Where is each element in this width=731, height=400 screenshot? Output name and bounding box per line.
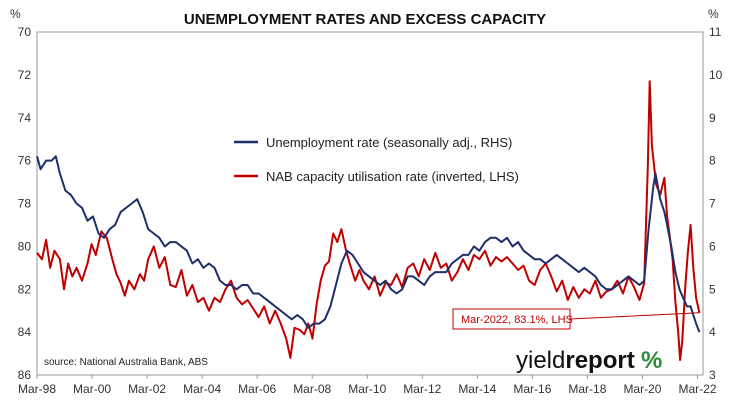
x-tick-label: Mar-20	[623, 382, 661, 396]
left-tick-label: 86	[18, 368, 32, 382]
left-tick-label: 72	[18, 68, 32, 82]
left-tick-label: 82	[18, 282, 32, 296]
right-tick-label: 5	[709, 282, 716, 296]
callout-text: Mar-2022, 83.1%, LHS	[461, 314, 573, 326]
callout-leader-line	[569, 312, 700, 320]
x-tick-label: Mar-16	[513, 382, 551, 396]
right-tick-label: 7	[709, 197, 716, 211]
legend-label-unemployment: Unemployment rate (seasonally adj., RHS)	[266, 135, 512, 150]
x-tick-label: Mar-04	[183, 382, 221, 396]
callout-box	[452, 308, 571, 330]
series-lines	[36, 80, 701, 361]
x-tick-label: Mar-06	[238, 382, 276, 396]
right-tick-label: 9	[709, 111, 716, 125]
x-tick-label: Mar-98	[18, 382, 56, 396]
right-tick-label: 4	[709, 325, 716, 339]
left-axis-ticks: 70 72 74 76 78 80 82 84 86	[18, 25, 32, 382]
x-tick-label: Mar-00	[73, 382, 111, 396]
right-tick-label: 10	[709, 68, 723, 82]
x-axis-ticks: Mar-98 Mar-00 Mar-02 Mar-04 Mar-06 Mar-08 Mar-…	[18, 375, 717, 396]
legend: Unemployment rate (seasonally adj., RHS)…	[234, 135, 519, 184]
left-tick-label: 74	[18, 111, 32, 125]
brand-wordmark: yieldreport	[516, 347, 635, 374]
series-line-unemployment	[36, 155, 701, 333]
left-tick-label: 80	[18, 239, 32, 253]
x-tick-label: Mar-18	[568, 382, 606, 396]
x-tick-label: Mar-08	[293, 382, 331, 396]
legend-label-capacity: NAB capacity utilisation rate (inverted,…	[266, 169, 519, 184]
right-tick-label: 8	[709, 154, 716, 168]
x-tick-label: Mar-02	[128, 382, 166, 396]
x-tick-label: Mar-14	[458, 382, 496, 396]
chart-title: UNEMPLOYMENT RATES AND EXCESS CAPACITY	[184, 11, 546, 28]
source-note: source: National Australia Bank, ABS	[44, 357, 208, 368]
left-tick-label: 78	[18, 197, 32, 211]
right-tick-label: 3	[709, 368, 716, 382]
right-tick-label: 6	[709, 239, 716, 253]
left-tick-label: 70	[18, 25, 32, 39]
x-tick-label: Mar-12	[403, 382, 441, 396]
left-axis-unit: %	[10, 7, 21, 21]
plot-area	[36, 31, 704, 376]
brand-logo: yieldreport %	[516, 347, 662, 374]
left-tick-label: 76	[18, 154, 32, 168]
right-axis-unit: %	[708, 7, 719, 21]
brand-percent-mark: %	[641, 347, 662, 374]
callout: Mar-2022, 83.1%, LHS	[452, 308, 700, 330]
right-axis-ticks: 3 4 5 6 7 8 9 10 11	[709, 25, 723, 382]
left-tick-label: 84	[18, 325, 32, 339]
x-tick-label: Mar-22	[678, 382, 716, 396]
right-tick-label: 11	[709, 25, 722, 39]
x-tick-label: Mar-10	[348, 382, 386, 396]
series-line-capacity	[36, 80, 701, 361]
